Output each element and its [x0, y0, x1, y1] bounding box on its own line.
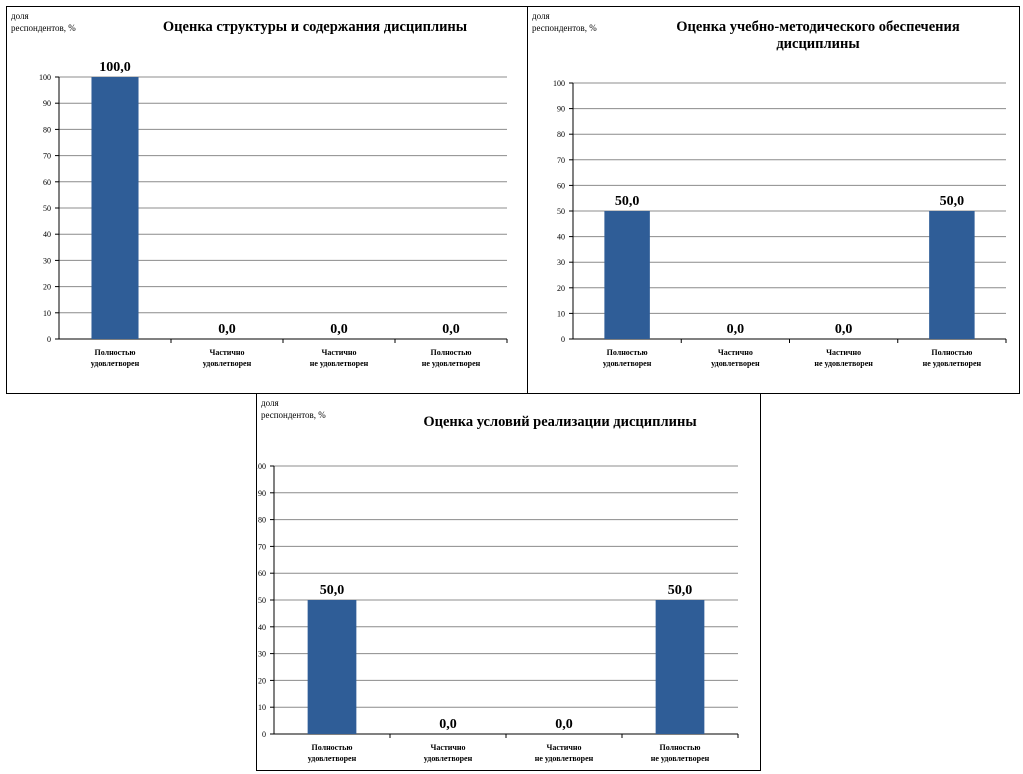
y-tick-label: 100 — [257, 462, 266, 471]
y-tick-label: 80 — [258, 516, 266, 525]
x-category-label: удовлетворен — [711, 359, 760, 368]
chart-panel-conditions: доля респондентов, % Оценка условий реализ… — [256, 393, 761, 771]
y-tick-label: 60 — [43, 178, 51, 187]
data-label: 50,0 — [940, 194, 965, 209]
y-tick-label: 30 — [258, 650, 266, 659]
y-tick-label: 40 — [43, 230, 51, 239]
y-tick-label: 50 — [43, 204, 51, 213]
x-category-label: не удовлетворен — [422, 359, 481, 368]
chart-title-line: дисциплины — [776, 36, 859, 52]
y-tick-label: 70 — [557, 156, 565, 165]
data-label: 50,0 — [615, 194, 640, 209]
y-tick-label: 20 — [258, 676, 266, 685]
x-category-label: удовлетворен — [603, 359, 652, 368]
chart-panel-structure: доля респондентов, % Оценка структуры и со… — [6, 6, 528, 394]
bar — [604, 211, 650, 339]
y-axis-label-line: доля — [261, 398, 279, 408]
y-tick-label: 80 — [43, 125, 51, 134]
data-label: 0,0 — [835, 322, 853, 337]
y-tick-label: 40 — [258, 623, 266, 632]
data-label: 0,0 — [727, 322, 745, 337]
data-label: 50,0 — [320, 583, 345, 598]
data-label: 0,0 — [218, 322, 236, 337]
y-tick-label: 30 — [557, 258, 565, 267]
y-tick-label: 70 — [43, 152, 51, 161]
y-tick-label: 60 — [258, 569, 266, 578]
chart-title-line: Оценка учебно-методического обеспечения — [676, 19, 960, 35]
x-category-label: удовлетворен — [91, 359, 140, 368]
data-label: 0,0 — [442, 322, 460, 337]
y-tick-label: 10 — [258, 703, 266, 712]
y-tick-label: 50 — [557, 207, 565, 216]
x-category-label: Частично — [826, 348, 861, 357]
x-category-label: Полностью — [94, 348, 135, 357]
y-axis-label-line: доля — [11, 11, 29, 21]
x-category-label: не удовлетворен — [923, 359, 982, 368]
chart-svg-structure: доля респондентов, % Оценка структуры и со… — [11, 11, 508, 368]
bar — [307, 600, 357, 734]
y-tick-label: 90 — [258, 489, 266, 498]
y-tick-label: 0 — [561, 335, 565, 344]
bar — [655, 600, 705, 734]
y-axis-label-line: респондентов, % — [261, 410, 326, 420]
y-tick-label: 20 — [43, 283, 51, 292]
x-category-label: Полностью — [659, 743, 700, 752]
y-tick-label: 70 — [258, 542, 266, 551]
y-tick-label: 0 — [47, 335, 51, 344]
x-category-label: Полностью — [931, 348, 972, 357]
bar — [929, 211, 975, 339]
x-category-label: не удовлетворен — [535, 754, 594, 763]
y-tick-label: 60 — [557, 181, 565, 190]
y-tick-label: 10 — [43, 309, 51, 318]
data-label: 0,0 — [330, 322, 348, 337]
x-category-label: Частично — [321, 348, 356, 357]
chart-title-line: Оценка условий реализации дисциплины — [423, 414, 696, 430]
chart-panel-methodical: доля респондентов, % Оценка учебно-методич… — [527, 6, 1020, 394]
y-tick-label: 100 — [553, 79, 565, 88]
y-tick-label: 50 — [258, 596, 266, 605]
x-category-label: Частично — [209, 348, 244, 357]
y-tick-label: 20 — [557, 284, 565, 293]
x-category-label: Частично — [430, 743, 465, 752]
data-label: 50,0 — [668, 583, 693, 598]
x-category-label: Полностью — [607, 348, 648, 357]
x-category-label: Частично — [546, 743, 581, 752]
y-axis-label-line: респондентов, % — [532, 23, 597, 33]
y-tick-label: 40 — [557, 233, 565, 242]
y-tick-label: 100 — [39, 73, 51, 82]
y-tick-label: 80 — [557, 130, 565, 139]
x-category-label: удовлетворен — [203, 359, 252, 368]
x-category-label: удовлетворен — [424, 754, 473, 763]
data-label: 100,0 — [99, 60, 131, 75]
y-axis-label-line: респондентов, % — [11, 23, 76, 33]
x-category-label: Частично — [718, 348, 753, 357]
y-tick-label: 90 — [43, 99, 51, 108]
y-axis-label-line: доля — [532, 11, 550, 21]
x-category-label: не удовлетворен — [814, 359, 873, 368]
y-tick-label: 10 — [557, 309, 565, 318]
y-tick-label: 90 — [557, 105, 565, 114]
x-category-label: Полностью — [430, 348, 471, 357]
x-category-label: не удовлетворен — [651, 754, 710, 763]
data-label: 0,0 — [555, 717, 573, 732]
data-label: 0,0 — [439, 717, 457, 732]
y-tick-label: 30 — [43, 256, 51, 265]
chart-title-line: Оценка структуры и содержания дисциплины — [163, 19, 467, 35]
bar — [91, 77, 139, 339]
x-category-label: Полностью — [311, 743, 352, 752]
x-category-label: не удовлетворен — [310, 359, 369, 368]
x-category-label: удовлетворен — [308, 754, 357, 763]
chart-svg-methodical: доля респондентов, % Оценка учебно-методич… — [532, 11, 1007, 368]
chart-svg-conditions: доля респондентов, % Оценка условий реализ… — [257, 398, 739, 763]
y-tick-label: 0 — [262, 730, 266, 739]
